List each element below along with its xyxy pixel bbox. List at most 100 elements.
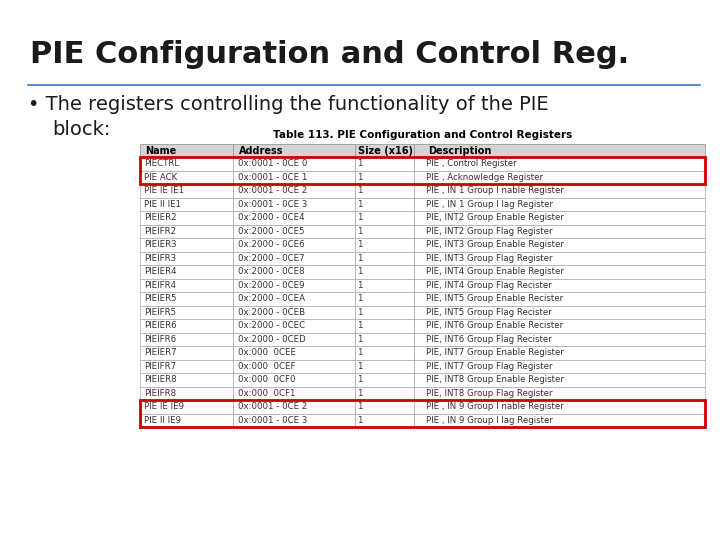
Bar bbox=[140, 211, 233, 225]
Text: 0x:000  0CF1: 0x:000 0CF1 bbox=[238, 389, 296, 398]
Text: 1: 1 bbox=[357, 240, 363, 249]
Text: 0x:0001 - 0CE 0: 0x:0001 - 0CE 0 bbox=[238, 159, 307, 168]
Bar bbox=[140, 279, 233, 292]
Bar bbox=[414, 279, 705, 292]
Bar bbox=[140, 157, 705, 184]
Bar bbox=[233, 211, 355, 225]
Bar bbox=[140, 157, 233, 171]
Bar bbox=[140, 144, 233, 157]
Text: 1: 1 bbox=[357, 402, 363, 411]
Bar bbox=[414, 333, 705, 346]
Bar bbox=[233, 333, 355, 346]
Text: 0x:000  0CEE: 0x:000 0CEE bbox=[238, 348, 296, 357]
Text: 0x:2000 - 0CE5: 0x:2000 - 0CE5 bbox=[238, 227, 305, 236]
Bar bbox=[414, 373, 705, 387]
Bar bbox=[414, 238, 705, 252]
Bar bbox=[355, 265, 414, 279]
Bar bbox=[355, 238, 414, 252]
Text: Table 113. PIE Configuration and Control Registers: Table 113. PIE Configuration and Control… bbox=[273, 130, 572, 140]
Text: Description: Description bbox=[428, 145, 492, 156]
Bar bbox=[233, 144, 355, 157]
Bar bbox=[355, 333, 414, 346]
Bar bbox=[355, 319, 414, 333]
Text: PIE, INT7 Group Enable Register: PIE, INT7 Group Enable Register bbox=[426, 348, 564, 357]
Text: 0x:0001 - 0CE 1: 0x:0001 - 0CE 1 bbox=[238, 173, 307, 182]
Text: PIE, INT2 Group Flag Register: PIE, INT2 Group Flag Register bbox=[426, 227, 552, 236]
Bar bbox=[414, 198, 705, 211]
Bar bbox=[233, 238, 355, 252]
Bar bbox=[233, 171, 355, 184]
Bar bbox=[355, 360, 414, 373]
Text: PIEIER4: PIEIER4 bbox=[144, 267, 176, 276]
Text: PIE, INT7 Group Flag Register: PIE, INT7 Group Flag Register bbox=[426, 362, 552, 371]
Text: 0x:2000 - 0CEA: 0x:2000 - 0CEA bbox=[238, 294, 305, 303]
Text: 1: 1 bbox=[357, 348, 363, 357]
Text: 0x:000  0CEF: 0x:000 0CEF bbox=[238, 362, 296, 371]
Text: PIEIER5: PIEIER5 bbox=[144, 294, 176, 303]
Text: PIEIFR7: PIEIFR7 bbox=[144, 362, 176, 371]
Bar bbox=[414, 346, 705, 360]
Text: 1: 1 bbox=[357, 362, 363, 371]
Text: 0x:2000 - 0CE7: 0x:2000 - 0CE7 bbox=[238, 254, 305, 263]
Bar bbox=[140, 292, 233, 306]
Bar bbox=[414, 319, 705, 333]
Bar bbox=[233, 400, 355, 414]
Bar bbox=[414, 211, 705, 225]
Bar bbox=[355, 184, 414, 198]
Bar bbox=[355, 400, 414, 414]
Bar bbox=[355, 414, 414, 427]
Text: 1: 1 bbox=[357, 159, 363, 168]
Text: PIEIER8: PIEIER8 bbox=[144, 375, 176, 384]
Bar bbox=[414, 157, 705, 171]
Bar bbox=[140, 306, 233, 319]
Text: PIEIFR4: PIEIFR4 bbox=[144, 281, 176, 290]
Text: 1: 1 bbox=[357, 254, 363, 263]
Text: PIE , IN 1 Group I lag Register: PIE , IN 1 Group I lag Register bbox=[426, 200, 553, 209]
Text: PIE Configuration and Control Reg.: PIE Configuration and Control Reg. bbox=[30, 40, 629, 69]
Text: 1: 1 bbox=[357, 375, 363, 384]
Text: 1: 1 bbox=[357, 416, 363, 425]
Text: 1: 1 bbox=[357, 267, 363, 276]
Bar bbox=[140, 414, 233, 427]
Bar bbox=[140, 346, 233, 360]
Text: 1: 1 bbox=[357, 321, 363, 330]
Bar bbox=[414, 171, 705, 184]
Bar bbox=[140, 333, 233, 346]
Bar bbox=[414, 265, 705, 279]
Bar bbox=[140, 238, 233, 252]
Text: PIEIER6: PIEIER6 bbox=[144, 321, 176, 330]
Text: 1: 1 bbox=[357, 281, 363, 290]
Text: block:: block: bbox=[52, 120, 110, 139]
Text: PIE, INT3 Group Flag Register: PIE, INT3 Group Flag Register bbox=[426, 254, 552, 263]
Bar bbox=[233, 252, 355, 265]
Bar bbox=[414, 414, 705, 427]
Text: 0x:000  0CF0: 0x:000 0CF0 bbox=[238, 375, 296, 384]
Bar bbox=[233, 387, 355, 400]
Bar bbox=[414, 252, 705, 265]
Bar bbox=[414, 144, 705, 157]
Bar bbox=[233, 198, 355, 211]
Text: PIE ACK: PIE ACK bbox=[144, 173, 177, 182]
Text: 0x:2000 - 0CE9: 0x:2000 - 0CE9 bbox=[238, 281, 305, 290]
Bar bbox=[355, 346, 414, 360]
Text: PIE, INT8 Group Enable Register: PIE, INT8 Group Enable Register bbox=[426, 375, 564, 384]
Text: 1: 1 bbox=[357, 186, 363, 195]
Bar bbox=[355, 144, 414, 157]
Bar bbox=[140, 387, 233, 400]
Bar bbox=[355, 306, 414, 319]
Text: 1: 1 bbox=[357, 389, 363, 398]
Text: 0x:2000 - 0CEC: 0x:2000 - 0CEC bbox=[238, 321, 305, 330]
Text: 1: 1 bbox=[357, 294, 363, 303]
Bar bbox=[414, 387, 705, 400]
Text: PIE , IN 1 Group I nable Register: PIE , IN 1 Group I nable Register bbox=[426, 186, 564, 195]
Bar bbox=[414, 184, 705, 198]
Bar bbox=[140, 198, 233, 211]
Text: 0x:0001 - 0CE 3: 0x:0001 - 0CE 3 bbox=[238, 200, 307, 209]
Text: Address: Address bbox=[239, 145, 284, 156]
Text: PIE, INT4 Group Enable Register: PIE, INT4 Group Enable Register bbox=[426, 267, 564, 276]
Text: 1: 1 bbox=[357, 308, 363, 317]
Bar bbox=[140, 400, 705, 427]
Text: PIEIER2: PIEIER2 bbox=[144, 213, 176, 222]
Bar bbox=[140, 225, 233, 238]
Bar bbox=[414, 360, 705, 373]
